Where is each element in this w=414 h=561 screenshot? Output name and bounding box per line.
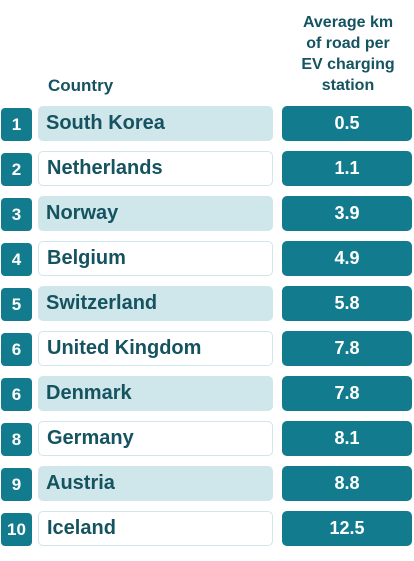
rank-badge: 10: [1, 513, 32, 546]
table-row: 5 Switzerland 5.8: [0, 286, 414, 331]
country-cell: Denmark: [38, 376, 273, 411]
rank-badge: 2: [1, 153, 32, 186]
table-row: 8 Germany 8.1: [0, 421, 414, 466]
rank-badge: 8: [1, 423, 32, 456]
table-row: 2 Netherlands 1.1: [0, 151, 414, 196]
value-cell: 8.8: [282, 466, 412, 501]
table-row: 9 Austria 8.8: [0, 466, 414, 511]
table-row: 1 South Korea 0.5: [0, 106, 414, 151]
metric-header-line: of road per: [306, 35, 390, 52]
table-row: 6 United Kingdom 7.8: [0, 331, 414, 376]
rank-badge: 4: [1, 243, 32, 276]
country-cell: United Kingdom: [38, 331, 273, 366]
country-cell: South Korea: [38, 106, 273, 141]
value-cell: 0.5: [282, 106, 412, 141]
value-cell: 1.1: [282, 151, 412, 186]
value-cell: 4.9: [282, 241, 412, 276]
rank-badge: 6: [1, 333, 32, 366]
table-row: 4 Belgium 4.9: [0, 241, 414, 286]
ranking-table: 1 South Korea 0.5 2 Netherlands 1.1 3 Norway 3.9…: [0, 106, 414, 556]
rank-badge: 1: [1, 108, 32, 141]
table-row: 10 Iceland 12.5: [0, 511, 414, 556]
country-cell: Belgium: [38, 241, 273, 276]
rank-badge: 3: [1, 198, 32, 231]
value-cell: 12.5: [282, 511, 412, 546]
table-row: 6 Denmark 7.8: [0, 376, 414, 421]
country-cell: Iceland: [38, 511, 273, 546]
value-cell: 7.8: [282, 376, 412, 411]
table-row: 3 Norway 3.9: [0, 196, 414, 241]
country-cell: Netherlands: [38, 151, 273, 186]
value-cell: 8.1: [282, 421, 412, 456]
rank-badge: 6: [1, 378, 32, 411]
value-cell: 5.8: [282, 286, 412, 321]
metric-column-header: Average km of road per EV charging stati…: [284, 12, 412, 96]
rank-badge: 9: [1, 468, 32, 501]
country-cell: Austria: [38, 466, 273, 501]
country-cell: Norway: [38, 196, 273, 231]
metric-header-line: Average km: [302, 14, 394, 31]
value-cell: 3.9: [282, 196, 412, 231]
country-cell: Germany: [38, 421, 273, 456]
country-cell: Switzerland: [38, 286, 273, 321]
country-column-header: Country: [48, 76, 114, 95]
value-cell: 7.8: [282, 331, 412, 366]
metric-header-line: EV charging: [301, 56, 395, 73]
rank-badge: 5: [1, 288, 32, 321]
metric-header-line: station: [321, 77, 375, 94]
